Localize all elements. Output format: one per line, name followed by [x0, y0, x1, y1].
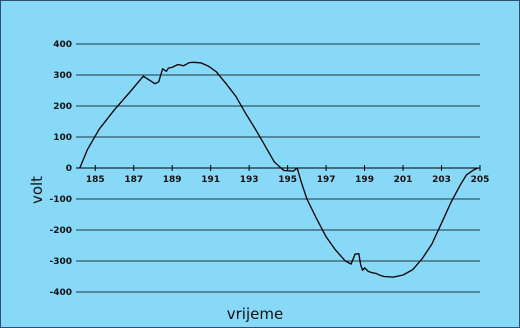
x-tick-label: 203 [432, 175, 451, 185]
x-tick-label: 185 [86, 175, 105, 185]
x-axis-title: vrijeme [227, 305, 283, 323]
x-tick-label: 195 [278, 175, 297, 185]
x-tick-label: 201 [394, 175, 413, 185]
x-tick-label: 199 [355, 175, 374, 185]
gridlines [76, 43, 481, 293]
y-tick-label: 0 [66, 164, 72, 174]
y-tick-label: -400 [49, 288, 72, 298]
x-tick-label: 193 [240, 175, 259, 185]
y-axis-title: volt [28, 176, 46, 204]
y-tick-label: -100 [49, 195, 72, 205]
x-tick-label: 191 [201, 175, 220, 185]
y-tick-label: 200 [53, 102, 72, 112]
x-tick-label: 189 [163, 175, 182, 185]
y-tick-label: 400 [53, 40, 72, 50]
y-tick-label: -200 [49, 226, 72, 236]
y-tick-label: 100 [53, 133, 72, 143]
y-tick-label: 300 [53, 71, 72, 81]
series-line [79, 61, 479, 278]
y-tick-label: -300 [49, 257, 72, 267]
x-tick-label: 197 [317, 175, 336, 185]
x-tick-label: 205 [471, 175, 490, 185]
y-tick-labels: 400 300 200 100 0 -100 -200 -300 -400 [49, 40, 72, 298]
x-tick-labels: 185 187 189 191 193 195 197 199 201 203 205 [86, 175, 490, 185]
x-tick-label: 187 [124, 175, 143, 185]
